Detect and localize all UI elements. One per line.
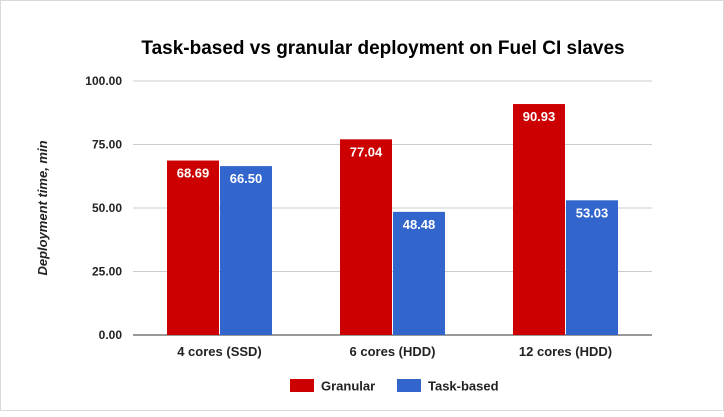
y-axis-label: Deployment time, min xyxy=(35,140,50,275)
data-label: 53.03 xyxy=(576,205,609,220)
y-tick-label: 50.00 xyxy=(92,201,122,215)
legend-label: Granular xyxy=(321,379,375,394)
legend-swatch-granular xyxy=(290,379,314,392)
y-tick-label: 0.00 xyxy=(99,328,123,342)
y-tick-label: 100.00 xyxy=(85,74,122,88)
y-tick-label: 75.00 xyxy=(92,138,122,152)
bar-granular-2 xyxy=(513,104,565,335)
data-label: 90.93 xyxy=(523,109,556,124)
data-label: 68.69 xyxy=(177,166,210,181)
legend-swatch-task-based xyxy=(397,379,421,392)
data-label: 66.50 xyxy=(230,171,263,186)
bar-granular-1 xyxy=(340,139,392,335)
bar-task-based-0 xyxy=(220,166,272,335)
data-label: 48.48 xyxy=(403,217,436,232)
y-tick-label: 25.00 xyxy=(92,265,122,279)
bar-task-based-2 xyxy=(566,200,618,335)
bar-task-based-1 xyxy=(393,211,445,335)
bar-granular-0 xyxy=(167,160,219,335)
data-label: 77.04 xyxy=(350,144,383,159)
x-tick-label: 4 cores (SSD) xyxy=(177,344,262,359)
x-tick-label: 6 cores (HDD) xyxy=(350,344,436,359)
chart-title: Task-based vs granular deployment on Fue… xyxy=(141,38,624,59)
legend-label: Task-based xyxy=(428,379,499,394)
x-tick-label: 12 cores (HDD) xyxy=(519,344,612,359)
